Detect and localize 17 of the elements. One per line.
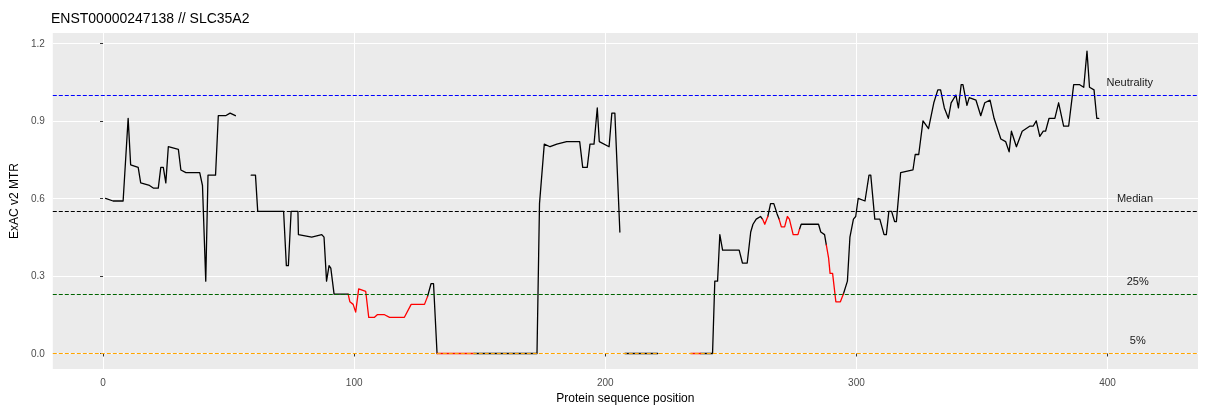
x-tick-label: 200 — [596, 376, 615, 388]
y-tick-label: 0.9 — [30, 115, 46, 127]
annotation: 25% — [1126, 274, 1149, 287]
y-tick-label: 0.6 — [30, 192, 46, 204]
x-tick-label: 0 — [100, 376, 107, 388]
x-tick-label: 400 — [1099, 376, 1117, 388]
chart-title: ENST00000247138 // SLC35A2 — [51, 10, 250, 26]
y-tick-label: 0.3 — [30, 270, 46, 282]
x-tick-label: 300 — [848, 376, 866, 388]
y-axis-title: ExAC v2 MTR — [7, 162, 21, 240]
y-tick-label: 1.2 — [30, 37, 46, 49]
x-axis-title: Protein sequence position — [556, 390, 695, 405]
annotation: 5% — [1129, 333, 1146, 346]
x-tick-label: 100 — [345, 376, 363, 388]
ref-line-label: Neutrality — [1106, 75, 1154, 88]
ref-line-label: Median — [1116, 191, 1153, 204]
y-tick-label: 0.0 — [30, 347, 46, 359]
